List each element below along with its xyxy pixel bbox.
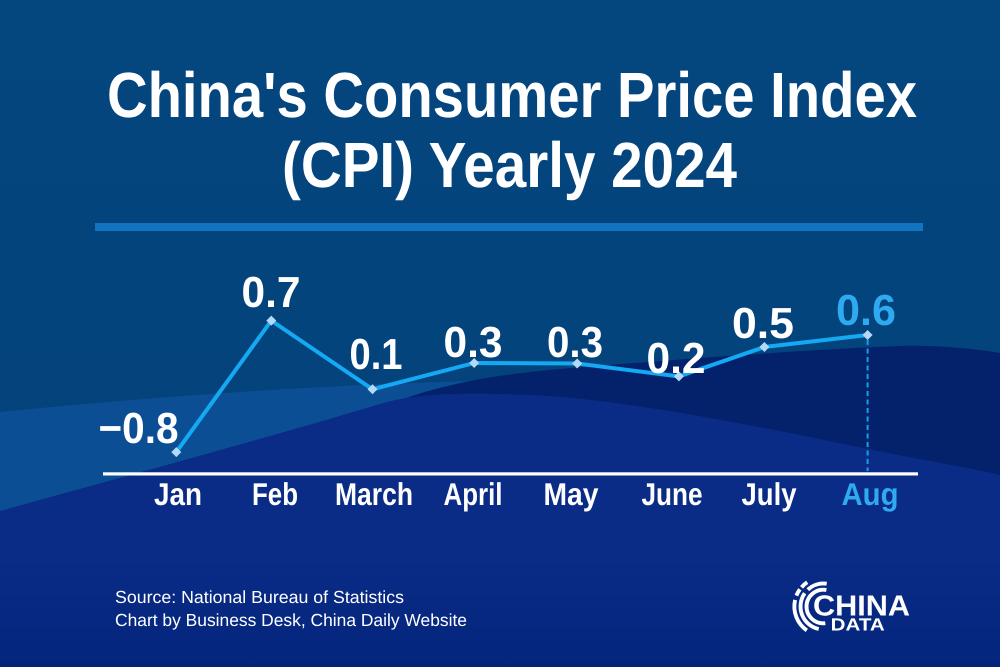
svg-text:Feb: Feb bbox=[252, 476, 298, 512]
svg-text:CHINA: CHINA bbox=[813, 590, 910, 622]
svg-text:0.6: 0.6 bbox=[836, 287, 896, 335]
svg-text:March: March bbox=[335, 476, 413, 512]
svg-text:0.2: 0.2 bbox=[647, 335, 706, 383]
svg-text:0.5: 0.5 bbox=[732, 300, 794, 348]
svg-text:0.3: 0.3 bbox=[444, 319, 503, 367]
svg-text:Chart by Business Desk, China: Chart by Business Desk, China Daily Webs… bbox=[115, 610, 467, 630]
svg-text:May: May bbox=[544, 476, 599, 512]
svg-text:Source: National Bureau of Sta: Source: National Bureau of Statistics bbox=[115, 587, 404, 607]
svg-text:DATA: DATA bbox=[831, 615, 885, 635]
svg-text:June: June bbox=[642, 476, 703, 512]
svg-text:0.1: 0.1 bbox=[350, 331, 403, 379]
svg-text:July: July bbox=[742, 476, 797, 512]
svg-text:China's Consumer Price Index: China's Consumer Price Index bbox=[107, 59, 917, 131]
svg-text:(CPI) Yearly 2024: (CPI) Yearly 2024 bbox=[282, 129, 737, 201]
svg-text:Aug: Aug bbox=[842, 476, 899, 512]
svg-text:0.7: 0.7 bbox=[242, 269, 301, 317]
svg-text:0.3: 0.3 bbox=[547, 319, 603, 367]
svg-text:Jan: Jan bbox=[154, 476, 202, 512]
svg-text:April: April bbox=[444, 476, 503, 512]
svg-text:−0.8: −0.8 bbox=[99, 405, 179, 453]
